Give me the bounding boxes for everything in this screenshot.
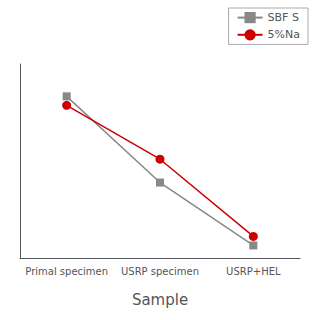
svg-text:SBF S: SBF S	[268, 11, 299, 24]
svg-text:USRP specimen: USRP specimen	[121, 266, 199, 277]
svg-text:Primal specimen: Primal specimen	[25, 266, 108, 277]
svg-text:Sample: Sample	[132, 291, 188, 309]
svg-text:USRP+HEL: USRP+HEL	[226, 266, 281, 277]
svg-text:5%Na: 5%Na	[268, 28, 300, 41]
